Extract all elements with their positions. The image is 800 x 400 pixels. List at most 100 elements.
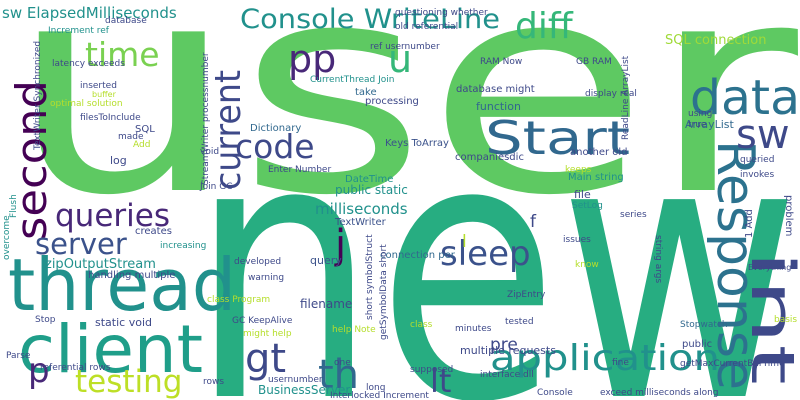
word: one bbox=[334, 358, 351, 368]
word: SetLog bbox=[572, 201, 603, 211]
word: CurrentThread Join bbox=[310, 75, 395, 85]
word: Add bbox=[133, 140, 150, 150]
word: f bbox=[530, 212, 537, 232]
word: TextWriter Synchronized bbox=[33, 41, 43, 151]
word: ArrayList bbox=[685, 118, 735, 131]
word: invokes bbox=[740, 170, 774, 180]
word: Response bbox=[705, 140, 765, 390]
word: Console WriteLine bbox=[240, 4, 500, 35]
word: supposed bbox=[410, 365, 453, 375]
word: code bbox=[235, 127, 315, 166]
word: class bbox=[410, 320, 433, 330]
word: void bbox=[200, 147, 219, 157]
word: take bbox=[355, 87, 377, 98]
word: ZipEntry bbox=[507, 290, 546, 300]
word: questioning whether bbox=[395, 8, 488, 18]
word: class Program bbox=[207, 295, 270, 305]
word: rows bbox=[203, 377, 224, 387]
word: inserted bbox=[80, 81, 117, 91]
word: BusinessServer bbox=[258, 383, 350, 397]
word: another old bbox=[570, 147, 628, 158]
word: diff bbox=[515, 6, 574, 47]
word: static void bbox=[95, 316, 152, 329]
word: SQL bbox=[135, 124, 155, 135]
word: Everything bbox=[748, 263, 791, 272]
word: queries bbox=[55, 198, 170, 234]
word: problem bbox=[783, 195, 794, 236]
word: pre bbox=[490, 335, 518, 355]
word: queried bbox=[740, 155, 774, 165]
word: minutes bbox=[455, 324, 492, 334]
word: series bbox=[620, 210, 647, 220]
word: filename bbox=[300, 297, 352, 311]
word: pp bbox=[288, 37, 336, 81]
word: milliseconds bbox=[315, 200, 408, 218]
word: warning bbox=[248, 273, 284, 283]
word: Keys ToArray bbox=[385, 138, 449, 149]
word: know bbox=[575, 260, 599, 270]
word: Join GC bbox=[199, 182, 232, 192]
word: client bbox=[18, 311, 203, 388]
word: Increment ref bbox=[48, 26, 110, 36]
word: function bbox=[476, 100, 521, 113]
word: current bbox=[208, 70, 249, 190]
word: getSymbolData short bbox=[379, 244, 389, 340]
word: string args bbox=[653, 235, 663, 283]
word: Stop bbox=[35, 315, 56, 325]
word: u bbox=[388, 37, 412, 81]
word: Start bbox=[485, 111, 630, 165]
word: referential rows bbox=[40, 363, 111, 373]
word: DateTime bbox=[345, 174, 393, 185]
word: Main string bbox=[568, 172, 624, 183]
word: file bbox=[574, 188, 591, 201]
word: usernumber bbox=[268, 375, 323, 385]
word: long bbox=[366, 383, 385, 393]
word: int bbox=[737, 250, 800, 385]
word: application bbox=[490, 338, 720, 379]
word: Console bbox=[537, 388, 573, 398]
word: multiple requests bbox=[460, 344, 556, 357]
word: old referential bbox=[395, 22, 458, 32]
word: short symbolStruct bbox=[365, 234, 375, 320]
word: Enter Number bbox=[268, 165, 331, 175]
word: Parse bbox=[6, 351, 31, 361]
word: sw bbox=[736, 112, 790, 158]
word: public bbox=[682, 339, 712, 350]
word: basis bbox=[774, 315, 797, 325]
word: display real bbox=[585, 89, 637, 99]
word: RAM Now bbox=[480, 57, 522, 67]
word: time bbox=[85, 35, 160, 74]
word: optimal solution bbox=[50, 99, 123, 109]
word: processing bbox=[365, 96, 419, 107]
word: getMaxCurrentBarTime bbox=[680, 359, 785, 369]
word: log bbox=[110, 154, 127, 167]
word: testing bbox=[75, 364, 182, 400]
word: creates bbox=[135, 226, 172, 237]
word: sw ElapsedMilliseconds bbox=[2, 4, 177, 22]
word: buffer bbox=[92, 90, 117, 99]
word: database might bbox=[456, 84, 535, 95]
word: Interlocked Increment bbox=[330, 391, 429, 400]
word: ReadLine ArrayList bbox=[621, 55, 631, 140]
word: Dictionary bbox=[250, 123, 301, 134]
word: help Note bbox=[332, 325, 376, 335]
word: using bbox=[688, 109, 712, 119]
word: companiesdic bbox=[455, 152, 524, 163]
word: new bbox=[190, 62, 800, 400]
word: made bbox=[118, 132, 144, 142]
word: latency exceeds bbox=[52, 59, 125, 69]
word: j bbox=[334, 222, 346, 268]
word: user bbox=[8, 0, 800, 259]
word: TextWriter bbox=[334, 217, 387, 228]
word: connection per bbox=[380, 250, 456, 261]
word: filesToInclude bbox=[80, 113, 141, 123]
word: keeps bbox=[565, 165, 592, 175]
word: increasing bbox=[160, 241, 206, 251]
word: thread bbox=[8, 243, 236, 327]
word: gt bbox=[245, 336, 286, 382]
word: database bbox=[105, 16, 147, 26]
word: second bbox=[7, 80, 56, 240]
word: GB RAM bbox=[576, 57, 612, 67]
